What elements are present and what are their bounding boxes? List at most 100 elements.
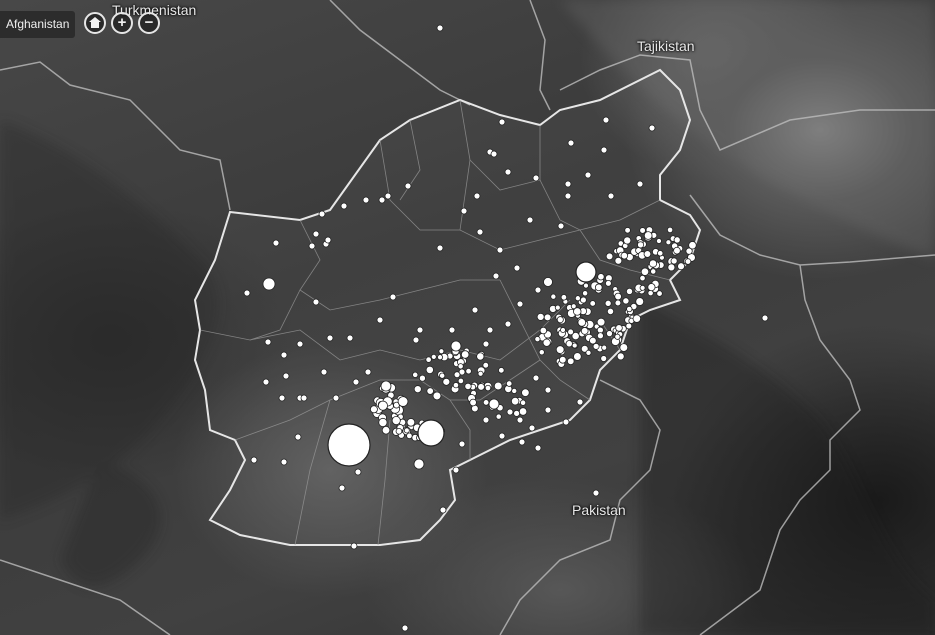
incident-marker[interactable] [380,380,392,392]
incident-marker[interactable] [519,399,527,406]
incident-marker[interactable] [490,150,498,158]
incident-marker[interactable] [567,139,575,147]
incident-marker[interactable] [473,192,481,200]
incident-marker[interactable] [557,222,565,230]
incident-marker[interactable] [482,399,490,406]
incident-marker[interactable] [532,174,540,182]
incident-marker[interactable] [614,299,622,307]
incident-marker[interactable] [601,344,608,351]
incident-marker[interactable] [498,367,505,374]
incident-marker[interactable] [404,182,412,190]
incident-marker[interactable] [412,336,420,344]
incident-marker[interactable] [320,368,328,376]
incident-marker[interactable] [493,381,503,391]
incident-marker[interactable] [544,406,552,414]
incident-marker[interactable] [576,398,584,406]
incident-marker[interactable] [452,382,460,389]
incident-marker[interactable] [647,283,656,292]
incident-marker[interactable] [482,340,490,348]
incident-marker[interactable] [476,228,484,236]
incident-marker[interactable] [450,340,462,352]
incident-marker[interactable] [544,386,552,394]
incident-marker[interactable] [518,438,526,446]
incident-marker[interactable] [673,236,681,244]
incident-marker[interactable] [643,250,652,258]
incident-marker[interactable] [566,357,575,366]
incident-marker[interactable] [488,398,500,410]
incident-marker[interactable] [584,171,592,179]
incident-marker[interactable] [574,295,581,302]
incident-marker[interactable] [589,336,597,345]
incident-marker[interactable] [338,484,346,492]
incident-marker[interactable] [312,230,320,238]
zoom-in-button[interactable]: + [111,12,133,34]
incident-marker[interactable] [510,396,520,406]
incident-marker[interactable] [665,239,672,246]
incident-marker[interactable] [486,326,494,334]
incident-marker[interactable] [300,394,308,402]
incident-marker[interactable] [597,273,605,281]
incident-marker[interactable] [625,287,634,295]
incident-marker[interactable] [272,239,280,247]
incident-marker[interactable] [436,244,444,252]
incident-marker[interactable] [413,458,425,470]
incident-marker[interactable] [452,466,460,474]
incident-marker[interactable] [583,282,589,289]
incident-marker[interactable] [650,268,657,275]
incident-marker[interactable] [585,349,592,356]
incident-marker[interactable] [556,316,564,324]
incident-marker[interactable] [460,350,470,359]
incident-marker[interactable] [482,361,490,369]
incident-marker[interactable] [577,318,587,327]
incident-marker[interactable] [596,317,606,327]
incident-marker[interactable] [516,416,524,424]
incident-marker[interactable] [639,227,646,234]
incident-marker[interactable] [575,261,597,283]
incident-marker[interactable] [417,419,445,447]
incident-marker[interactable] [448,326,456,334]
incident-marker[interactable] [369,405,378,414]
incident-marker[interactable] [648,124,656,132]
incident-marker[interactable] [403,427,410,434]
incident-marker[interactable] [377,400,388,411]
incident-marker[interactable] [656,290,663,297]
incident-marker[interactable] [673,246,681,255]
incident-marker[interactable] [604,299,612,307]
incident-marker[interactable] [264,338,272,346]
incident-marker[interactable] [442,377,451,386]
incident-marker[interactable] [543,313,552,322]
incident-marker[interactable] [518,407,528,416]
incident-marker[interactable] [412,371,419,378]
incident-marker[interactable] [573,307,582,316]
incident-marker[interactable] [495,413,502,420]
incident-marker[interactable] [457,377,465,385]
incident-marker[interactable] [761,314,769,322]
incident-marker[interactable] [504,168,512,176]
incident-marker[interactable] [376,316,384,324]
incident-marker[interactable] [538,349,545,356]
incident-marker[interactable] [352,378,360,386]
incident-marker[interactable] [580,327,589,335]
incident-marker[interactable] [280,458,288,466]
incident-marker[interactable] [425,365,434,374]
incident-marker[interactable] [684,258,692,265]
incident-marker[interactable] [564,180,572,188]
incident-marker[interactable] [657,250,664,257]
incident-marker[interactable] [278,394,286,402]
incident-marker[interactable] [505,380,513,387]
incident-marker[interactable] [513,409,521,417]
incident-marker[interactable] [516,300,524,308]
incident-marker[interactable] [482,416,490,424]
incident-marker[interactable] [614,256,623,265]
incident-marker[interactable] [670,257,678,265]
incident-marker[interactable] [332,394,340,402]
incident-marker[interactable] [636,180,644,188]
incident-marker[interactable] [606,307,615,316]
incident-marker[interactable] [504,320,512,328]
incident-marker[interactable] [384,192,392,200]
incident-marker[interactable] [492,272,500,280]
incident-marker[interactable] [282,372,290,380]
incident-marker[interactable] [437,354,444,361]
incident-marker[interactable] [688,241,697,250]
incident-marker[interactable] [327,423,371,467]
